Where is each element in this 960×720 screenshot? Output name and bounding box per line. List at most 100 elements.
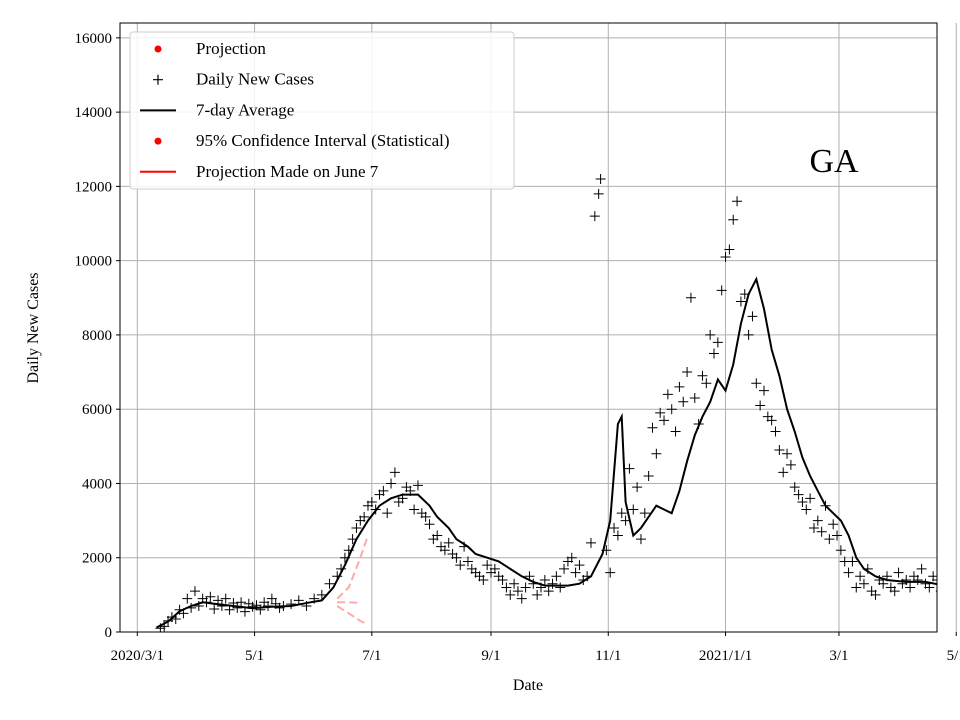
- x-tick-label: 5/1: [947, 648, 960, 664]
- y-tick-label: 8000: [82, 328, 112, 344]
- daily-case-marker: [616, 508, 627, 519]
- daily-case-marker: [647, 422, 658, 433]
- daily-case-marker: [478, 575, 489, 586]
- legend-label: Daily New Cases: [196, 70, 314, 89]
- daily-case-marker: [940, 579, 950, 589]
- daily-case-marker: [755, 400, 766, 411]
- june7-projection-line: [337, 601, 361, 604]
- y-tick-label: 6000: [82, 402, 112, 418]
- daily-case-marker: [766, 415, 777, 426]
- daily-case-marker: [209, 603, 220, 614]
- legend-label: Projection Made on June 7: [196, 162, 379, 181]
- daily-case-marker: [912, 575, 923, 586]
- x-tick-label: 3/1: [829, 648, 848, 664]
- daily-case-marker: [678, 396, 689, 407]
- daily-case-marker: [878, 578, 889, 589]
- daily-case-marker: [905, 582, 916, 593]
- daily-case-marker: [651, 448, 662, 459]
- daily-case-marker: [782, 448, 793, 459]
- daily-case-marker: [832, 530, 843, 541]
- daily-case-marker: [236, 597, 247, 608]
- daily-case-marker: [555, 582, 566, 593]
- daily-case-marker: [901, 575, 912, 586]
- daily-case-marker: [870, 589, 881, 600]
- daily-case-marker: [670, 426, 681, 437]
- axis-ticks: 0 2000 4000 6000 8000 10000 12000 14000 16000 202…: [75, 31, 960, 664]
- daily-case-marker: [724, 244, 735, 255]
- daily-case-marker: [774, 445, 785, 456]
- daily-case-marker: [858, 578, 869, 589]
- x-tick-label: 7/1: [362, 648, 381, 664]
- state-annotation: GA: [809, 143, 859, 180]
- daily-case-marker: [420, 511, 431, 522]
- seven-day-average-line: [156, 276, 937, 629]
- y-tick-label: 2000: [82, 551, 112, 567]
- legend-box: [129, 31, 515, 190]
- daily-case-marker: [574, 560, 585, 571]
- daily-case-marker: [482, 560, 493, 571]
- daily-case-marker: [662, 389, 673, 400]
- daily-case-marker: [808, 523, 819, 534]
- daily-case-marker: [455, 560, 466, 571]
- daily-case-marker: [489, 563, 500, 574]
- daily-case-marker: [682, 367, 693, 378]
- y-tick-label: 16000: [75, 31, 113, 47]
- daily-case-marker: [432, 530, 443, 541]
- daily-case-marker: [709, 348, 720, 359]
- daily-case-marker: [944, 590, 954, 600]
- daily-case-marker: [666, 404, 677, 415]
- june7-projection-line: [336, 605, 369, 626]
- daily-case-marker: [628, 504, 639, 515]
- daily-case-marker: [451, 552, 462, 563]
- daily-case-marker: [424, 519, 435, 530]
- daily-case-marker: [274, 602, 285, 613]
- daily-case-marker: [632, 482, 643, 493]
- daily-case-marker: [924, 582, 935, 593]
- daily-case-marker: [559, 563, 570, 574]
- daily-case-marker: [643, 471, 654, 482]
- daily-case-marker: [409, 504, 420, 515]
- daily-case-marker: [828, 519, 839, 530]
- daily-case-marker: [758, 385, 769, 396]
- daily-case-marker: [497, 575, 508, 586]
- daily-case-marker: [851, 582, 862, 593]
- daily-case-marker: [547, 578, 558, 589]
- daily-case-marker: [551, 571, 562, 582]
- x-tick-label: 2021/1/1: [699, 648, 752, 664]
- daily-case-marker: [543, 586, 554, 597]
- y-tick-label: 12000: [75, 179, 113, 195]
- daily-case-marker: [778, 467, 789, 478]
- daily-case-marker: [697, 370, 708, 381]
- daily-case-marker: [624, 463, 635, 474]
- daily-case-marker: [539, 575, 550, 586]
- daily-case-marker: [378, 485, 389, 496]
- daily-case-marker: [797, 497, 808, 508]
- daily-case-marker: [916, 563, 927, 574]
- legend-label: Projection: [196, 39, 266, 58]
- daily-case-marker: [382, 508, 393, 519]
- daily-case-marker: [855, 571, 866, 582]
- daily-case-marker: [805, 493, 816, 504]
- y-tick-label: 4000: [82, 476, 112, 492]
- daily-case-marker: [589, 211, 600, 222]
- daily-case-marker: [835, 545, 846, 556]
- y-axis-label: Daily New Cases: [25, 272, 42, 383]
- daily-case-marker: [712, 337, 723, 348]
- daily-case-marker: [389, 467, 400, 478]
- daily-case-marker: [659, 415, 670, 426]
- daily-case-marker: [205, 591, 216, 602]
- daily-case-marker: [324, 578, 335, 589]
- daily-case-marker: [932, 575, 937, 586]
- daily-case-marker: [735, 296, 746, 307]
- daily-case-marker: [386, 478, 397, 489]
- daily-case-marker: [286, 599, 297, 610]
- y-tick-label: 10000: [75, 254, 113, 270]
- x-tick-label: 11/1: [595, 648, 621, 664]
- daily-case-marker: [816, 526, 827, 537]
- daily-case-marker: [595, 173, 606, 184]
- daily-case-marker: [609, 523, 620, 534]
- legend-dot-marker: [154, 137, 162, 145]
- daily-case-marker: [732, 196, 743, 207]
- daily-case-marker: [593, 188, 604, 199]
